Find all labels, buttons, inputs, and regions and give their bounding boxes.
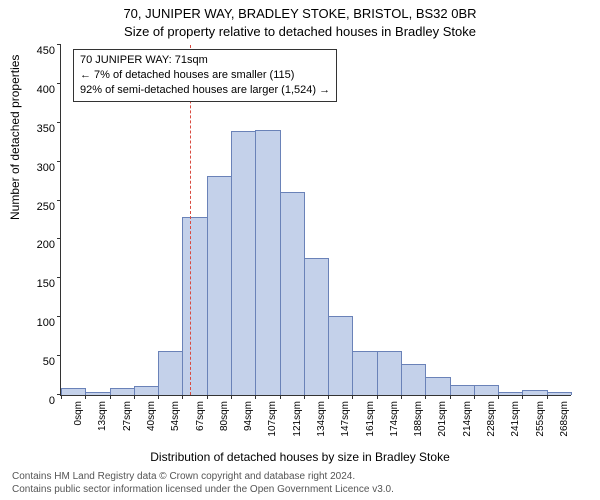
x-tick-label: 201sqm: [437, 401, 448, 441]
x-tick-mark: [377, 395, 378, 399]
x-tick-label: 214sqm: [462, 401, 473, 441]
histogram-bar: [182, 217, 207, 395]
y-tick-mark: [57, 200, 61, 201]
x-tick-mark: [85, 395, 86, 399]
y-tick-label: 250: [15, 201, 55, 213]
footer-attribution: Contains HM Land Registry data © Crown c…: [12, 471, 394, 496]
histogram-bar: [474, 385, 499, 395]
y-tick-label: 50: [15, 356, 55, 368]
histogram-bar: [498, 392, 523, 395]
y-tick-label: 350: [15, 123, 55, 135]
y-tick-label: 100: [15, 317, 55, 329]
histogram-bar: [401, 364, 426, 395]
y-tick-label: 300: [15, 162, 55, 174]
histogram-bar: [450, 385, 475, 395]
info-box-line3: 92% of semi-detached houses are larger (…: [80, 83, 330, 98]
x-tick-mark: [280, 395, 281, 399]
histogram-bar: [352, 351, 377, 395]
histogram-bar: [304, 258, 329, 395]
histogram-bar: [85, 392, 110, 395]
x-tick-mark: [158, 395, 159, 399]
x-tick-mark: [182, 395, 183, 399]
x-tick-mark: [547, 395, 548, 399]
x-tick-mark: [522, 395, 523, 399]
histogram-bar: [110, 388, 135, 395]
x-tick-mark: [352, 395, 353, 399]
x-tick-label: 54sqm: [170, 401, 181, 441]
x-tick-label: 94sqm: [243, 401, 254, 441]
histogram-bar: [231, 131, 256, 395]
x-tick-label: 27sqm: [122, 401, 133, 441]
info-box-line1: 70 JUNIPER WAY: 71sqm: [80, 53, 330, 68]
x-tick-mark: [110, 395, 111, 399]
x-tick-label: 174sqm: [389, 401, 400, 441]
info-box: 70 JUNIPER WAY: 71sqm← 7% of detached ho…: [73, 49, 337, 102]
x-tick-label: 161sqm: [365, 401, 376, 441]
x-tick-mark: [255, 395, 256, 399]
y-tick-label: 200: [15, 239, 55, 251]
x-tick-label: 40sqm: [146, 401, 157, 441]
chart-title-address: 70, JUNIPER WAY, BRADLEY STOKE, BRISTOL,…: [0, 6, 600, 21]
x-tick-mark: [401, 395, 402, 399]
x-tick-label: 67sqm: [195, 401, 206, 441]
x-tick-label: 80sqm: [219, 401, 230, 441]
x-tick-label: 228sqm: [486, 401, 497, 441]
y-tick-mark: [57, 277, 61, 278]
x-tick-mark: [304, 395, 305, 399]
histogram-bar: [328, 316, 353, 395]
x-tick-label: 147sqm: [340, 401, 351, 441]
y-tick-mark: [57, 44, 61, 45]
y-tick-mark: [57, 161, 61, 162]
x-tick-label: 188sqm: [413, 401, 424, 441]
y-axis-label: Number of detached properties: [8, 55, 22, 220]
x-tick-label: 13sqm: [97, 401, 108, 441]
x-tick-mark: [425, 395, 426, 399]
footer-line1: Contains HM Land Registry data © Crown c…: [12, 471, 394, 484]
y-tick-label: 450: [15, 45, 55, 57]
y-tick-label: 0: [15, 395, 55, 407]
histogram-bar: [255, 130, 280, 395]
x-tick-mark: [134, 395, 135, 399]
x-tick-mark: [61, 395, 62, 399]
y-tick-mark: [57, 122, 61, 123]
x-tick-mark: [231, 395, 232, 399]
x-tick-label: 107sqm: [267, 401, 278, 441]
footer-line2: Contains public sector information licen…: [12, 484, 394, 497]
x-tick-mark: [207, 395, 208, 399]
info-box-line2: ← 7% of detached houses are smaller (115…: [80, 68, 330, 83]
x-tick-mark: [474, 395, 475, 399]
y-tick-mark: [57, 316, 61, 317]
x-tick-label: 121sqm: [292, 401, 303, 441]
x-tick-mark: [498, 395, 499, 399]
x-tick-label: 268sqm: [559, 401, 570, 441]
x-tick-label: 241sqm: [510, 401, 521, 441]
histogram-bar: [425, 377, 450, 395]
histogram-bar: [61, 388, 86, 395]
histogram-bar: [207, 176, 232, 395]
chart-title-desc: Size of property relative to detached ho…: [0, 24, 600, 39]
y-tick-label: 150: [15, 278, 55, 290]
y-tick-mark: [57, 355, 61, 356]
plot-area: 0501001502002503003504004500sqm13sqm27sq…: [60, 45, 571, 396]
histogram-bar: [522, 390, 547, 395]
y-tick-mark: [57, 83, 61, 84]
x-axis-label: Distribution of detached houses by size …: [0, 450, 600, 464]
x-tick-label: 0sqm: [73, 401, 84, 441]
x-tick-label: 255sqm: [535, 401, 546, 441]
x-tick-mark: [450, 395, 451, 399]
x-tick-label: 134sqm: [316, 401, 327, 441]
histogram-bar: [280, 192, 305, 395]
histogram-bar: [158, 351, 183, 395]
histogram-bar: [377, 351, 402, 395]
histogram-bar: [134, 386, 159, 395]
y-tick-label: 400: [15, 84, 55, 96]
y-tick-mark: [57, 238, 61, 239]
x-tick-mark: [328, 395, 329, 399]
histogram-bar: [547, 392, 572, 395]
